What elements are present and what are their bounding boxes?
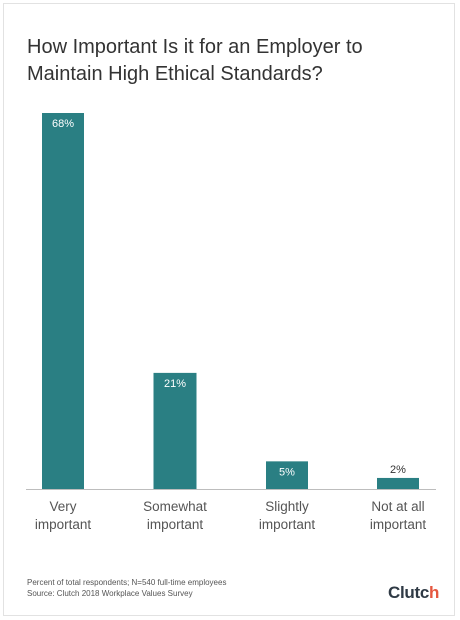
bar <box>377 477 419 489</box>
bar <box>42 113 84 489</box>
clutch-logo: Clutch <box>388 583 439 603</box>
data-label: 68% <box>52 118 74 130</box>
logo-text: Clutc <box>388 583 430 602</box>
x-tick-label: important <box>35 517 92 532</box>
chart-footer: Percent of total respondents; N=540 full… <box>27 577 226 599</box>
bar <box>266 461 308 489</box>
chart-title: How Important Is it for an Employer to M… <box>27 36 363 85</box>
x-tick-label: important <box>370 517 427 532</box>
source-note: Source: Clutch 2018 Workplace Values Sur… <box>27 589 193 598</box>
respondents-note: Percent of total respondents; N=540 full… <box>27 578 227 587</box>
data-label: 21% <box>164 378 186 390</box>
x-tick-label: Very <box>49 499 76 514</box>
x-tick-label: important <box>147 517 204 532</box>
x-tick-label: Somewhat <box>143 499 207 514</box>
x-tick-label: Not at all <box>371 499 424 514</box>
x-tick-label: important <box>259 517 316 532</box>
data-label: 5% <box>279 466 295 478</box>
data-label: 2% <box>390 464 406 476</box>
x-tick-label: Slightly <box>265 499 309 514</box>
logo-accent: h <box>429 583 440 602</box>
bar <box>153 372 197 489</box>
